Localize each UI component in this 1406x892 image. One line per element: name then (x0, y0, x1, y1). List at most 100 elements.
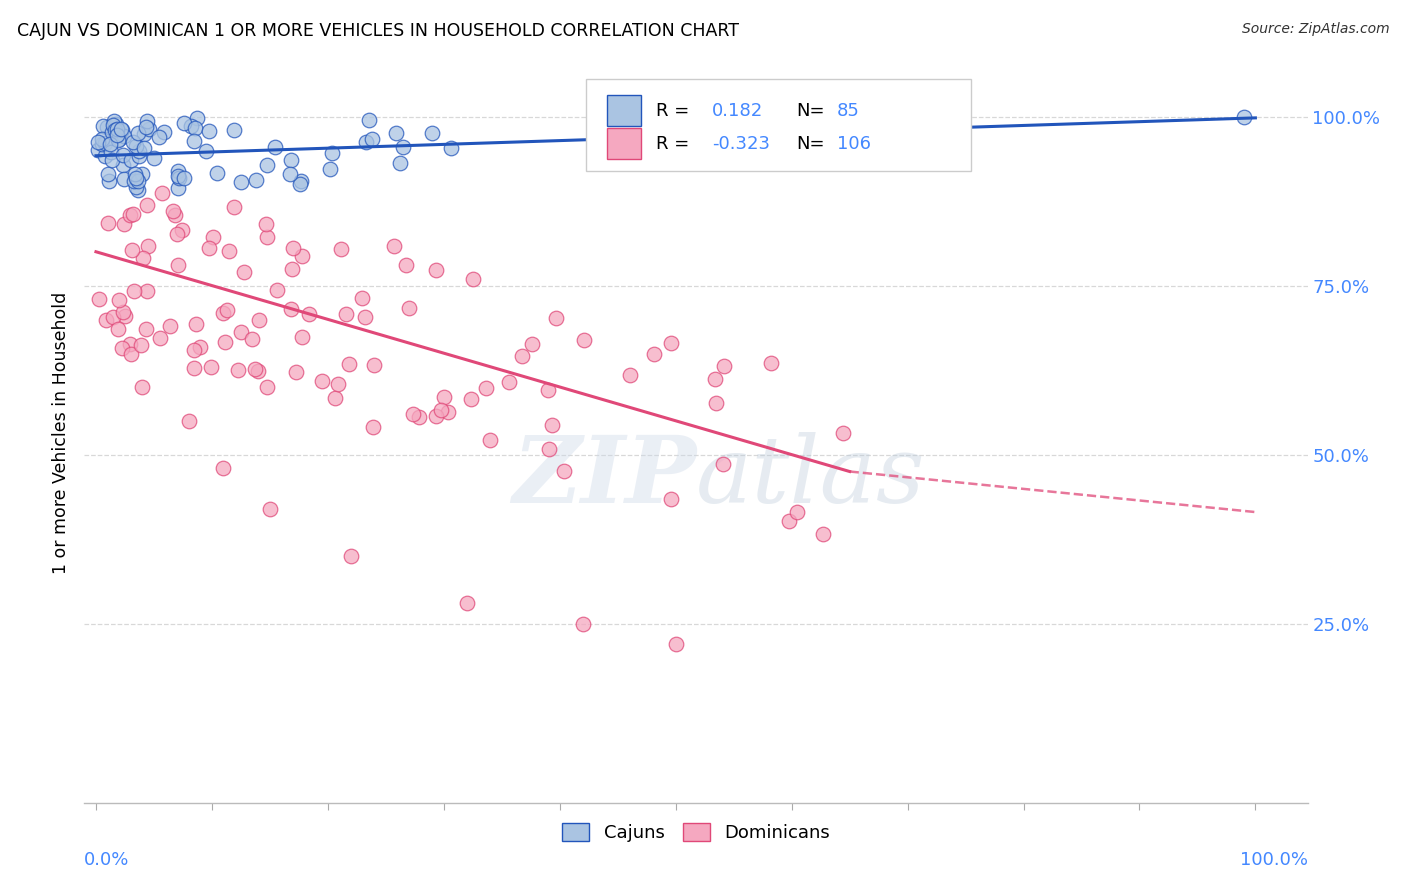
Point (104, 123, 127, 137)
Point (201, 230, 224, 244)
Point (298, 307, 321, 321)
Point (510, 349, 533, 363)
Text: 100.0%: 100.0% (1240, 851, 1308, 869)
Point (87, 135, 110, 149)
Point (94, 313, 117, 327)
Point (778, 514, 800, 528)
Point (326, 376, 349, 391)
Point (128, 149, 150, 163)
Point (124, 138, 146, 153)
Point (97, 216, 120, 230)
Legend: Cajuns, Dominicans: Cajuns, Dominicans (555, 815, 837, 849)
Text: atlas: atlas (696, 432, 925, 522)
Point (111, 341, 134, 355)
Point (246, 364, 269, 378)
Point (256, 230, 278, 244)
Point (337, 357, 360, 371)
Point (537, 442, 560, 456)
Point (537, 384, 560, 398)
Point (91, 119, 114, 133)
Point (188, 340, 211, 354)
Point (195, 145, 218, 159)
Point (135, 321, 157, 335)
Point (127, 174, 149, 188)
Point (540, 418, 562, 433)
Point (832, 425, 855, 440)
Point (122, 174, 145, 188)
Point (232, 265, 254, 279)
Point (112, 217, 135, 231)
Point (162, 203, 184, 218)
Point (173, 116, 195, 130)
Point (786, 506, 808, 520)
Point (759, 356, 782, 370)
Point (229, 175, 252, 189)
Point (363, 359, 385, 373)
Point (475, 381, 498, 395)
Point (222, 200, 245, 214)
Point (128, 183, 150, 197)
Point (478, 434, 501, 448)
Point (290, 174, 312, 188)
Point (291, 249, 314, 263)
Point (118, 208, 141, 222)
Point (214, 334, 236, 349)
Point (105, 128, 128, 142)
Point (134, 128, 156, 142)
Point (89, 293, 111, 307)
Point (103, 113, 125, 128)
Point (105, 122, 128, 136)
Point (138, 122, 160, 136)
Point (198, 124, 221, 138)
Point (150, 186, 173, 201)
Point (129, 337, 152, 351)
Point (437, 405, 460, 419)
Text: 0.0%: 0.0% (84, 851, 129, 869)
Point (243, 361, 266, 376)
Point (108, 131, 131, 145)
Point (124, 167, 146, 181)
Point (121, 244, 143, 258)
Point (350, 292, 373, 306)
Point (97, 167, 120, 181)
Text: Source: ZipAtlas.com: Source: ZipAtlas.com (1241, 22, 1389, 37)
Point (288, 177, 311, 191)
Point (186, 317, 208, 331)
Point (546, 311, 568, 326)
Point (122, 135, 145, 149)
Point (284, 365, 307, 379)
Point (711, 457, 734, 471)
Point (132, 141, 155, 155)
Point (1233, 110, 1256, 124)
Text: 0.182: 0.182 (711, 102, 763, 120)
Point (319, 162, 342, 177)
Point (118, 336, 141, 351)
Point (186, 112, 208, 126)
Point (460, 392, 482, 406)
Point (167, 171, 190, 186)
Point (120, 347, 142, 361)
Point (340, 549, 363, 563)
Point (256, 380, 278, 394)
Point (167, 163, 190, 178)
Point (87, 143, 110, 157)
Point (112, 128, 135, 143)
Point (163, 208, 186, 222)
Point (222, 122, 245, 136)
Point (128, 144, 150, 158)
Point (281, 241, 304, 255)
Point (218, 244, 240, 259)
Text: CAJUN VS DOMINICAN 1 OR MORE VEHICLES IN HOUSEHOLD CORRELATION CHART: CAJUN VS DOMINICAN 1 OR MORE VEHICLES IN… (17, 22, 740, 40)
Point (114, 310, 136, 324)
Point (127, 126, 149, 140)
Point (112, 148, 135, 162)
Point (245, 173, 267, 187)
Point (105, 117, 128, 131)
Point (177, 414, 200, 428)
Point (183, 360, 205, 375)
Text: 106: 106 (837, 135, 870, 153)
Point (278, 167, 301, 181)
Point (357, 112, 380, 127)
Point (120, 153, 142, 167)
Point (281, 262, 304, 277)
